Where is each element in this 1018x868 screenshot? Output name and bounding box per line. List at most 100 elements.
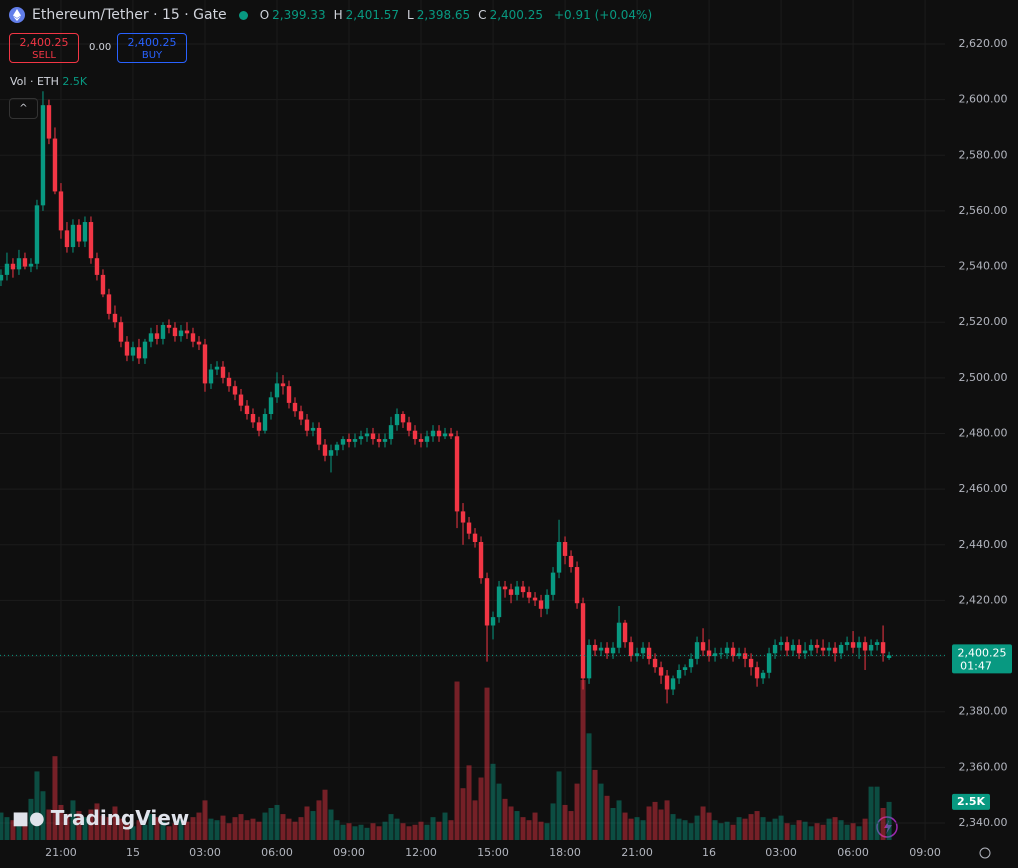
candle-body	[796, 644, 802, 654]
candle-body	[136, 347, 142, 359]
candle-body	[0, 274, 4, 281]
candle-body	[772, 644, 778, 654]
candle-body	[352, 439, 358, 442]
volume-bar	[436, 821, 442, 840]
alert-icon[interactable]	[876, 816, 898, 838]
candle-body	[466, 522, 472, 534]
volume-bar	[514, 811, 520, 840]
volume-bar	[226, 823, 232, 840]
candle-body	[190, 333, 196, 342]
volume-bar	[340, 824, 346, 840]
volume-bar	[388, 814, 394, 840]
y-tick-label: 2,440.00	[959, 538, 1008, 551]
candle-body	[676, 669, 682, 679]
buy-button[interactable]: 2,400.25 BUY	[117, 33, 187, 63]
volume-bar	[322, 789, 328, 840]
volume-bar	[130, 826, 136, 840]
volume-bar	[616, 800, 622, 840]
volume-bar	[658, 809, 664, 840]
candle-body	[340, 439, 346, 445]
volume-bar	[580, 680, 586, 840]
volume-bar	[244, 820, 250, 840]
volume-bar	[352, 826, 358, 840]
sell-label: SELL	[32, 50, 56, 61]
candle-body	[394, 414, 400, 426]
volume-bar	[610, 808, 616, 840]
candle-body	[550, 572, 556, 595]
volume-bar	[814, 823, 820, 840]
volume-bar	[742, 818, 748, 840]
candle-body	[400, 414, 406, 423]
eth-icon	[9, 7, 25, 23]
candle-body	[412, 430, 418, 440]
volume-bar	[598, 783, 604, 840]
candle-body	[598, 647, 604, 651]
volume-bar	[274, 804, 280, 840]
candle-body	[130, 347, 136, 356]
buy-price: 2,400.25	[127, 36, 177, 49]
candle-body	[64, 230, 70, 248]
volume-bar	[58, 804, 64, 840]
candle-body	[658, 667, 664, 676]
volume-bar	[730, 824, 736, 840]
candle-body	[706, 650, 712, 657]
volume-bar	[418, 821, 424, 840]
candle-body	[262, 414, 268, 431]
candle-body	[526, 592, 532, 598]
candle-body	[628, 642, 634, 657]
volume-bar	[400, 823, 406, 840]
volume-bar	[4, 817, 10, 840]
volume-bar	[712, 820, 718, 840]
volume-legend: Vol · ETH 2.5K	[10, 75, 87, 88]
volume-value: 2.5K	[62, 75, 88, 88]
volume-bar	[334, 820, 340, 840]
volume-bar	[736, 817, 742, 840]
volume-bar	[568, 811, 574, 840]
collapse-button[interactable]: ^	[9, 98, 38, 119]
sell-button[interactable]: 2,400.25 SELL	[9, 33, 79, 63]
candle-body	[40, 105, 46, 206]
volume-bar	[856, 826, 862, 840]
candle-body	[46, 105, 52, 139]
candle-body	[490, 617, 496, 626]
ohlc-key: O	[259, 8, 270, 22]
settings-icon[interactable]	[979, 847, 991, 859]
candle-body	[52, 138, 58, 192]
candle-body	[250, 414, 256, 423]
x-tick-label: 16	[702, 846, 716, 859]
candle-body	[748, 658, 754, 668]
volume-bar	[382, 821, 388, 840]
volume-bar	[298, 817, 304, 840]
volume-bar	[718, 823, 724, 840]
volume-bar	[364, 827, 370, 840]
volume-bar	[190, 817, 196, 840]
candle-body	[256, 422, 262, 431]
candle-body	[16, 258, 22, 270]
ohlc-value: 2,400.25	[489, 8, 543, 22]
candle-body	[556, 542, 562, 573]
volume-bar	[70, 800, 76, 840]
candle-body	[862, 642, 868, 651]
volume-bar	[604, 795, 610, 840]
volume-bar	[490, 763, 496, 840]
header: Ethereum/Tether · 15 · Gate O 2,399.33 H 2,…	[8, 6, 652, 24]
volume-bar	[694, 815, 700, 840]
candle-body	[634, 653, 640, 657]
candle-body	[826, 647, 832, 651]
candle-body	[124, 341, 130, 356]
buy-label: BUY	[141, 50, 163, 61]
x-tick-label: 06:00	[837, 846, 869, 859]
volume-bar	[832, 817, 838, 840]
volume-bar	[142, 824, 148, 840]
volume-bar	[100, 815, 106, 840]
volume-bar	[520, 817, 526, 840]
candle-body	[274, 383, 280, 398]
candle-body	[478, 542, 484, 579]
volume-bar	[28, 798, 34, 840]
ohlc-value: 2,398.65	[416, 8, 471, 22]
candle-body	[592, 644, 598, 651]
y-tick-label: 2,340.00	[959, 816, 1008, 829]
